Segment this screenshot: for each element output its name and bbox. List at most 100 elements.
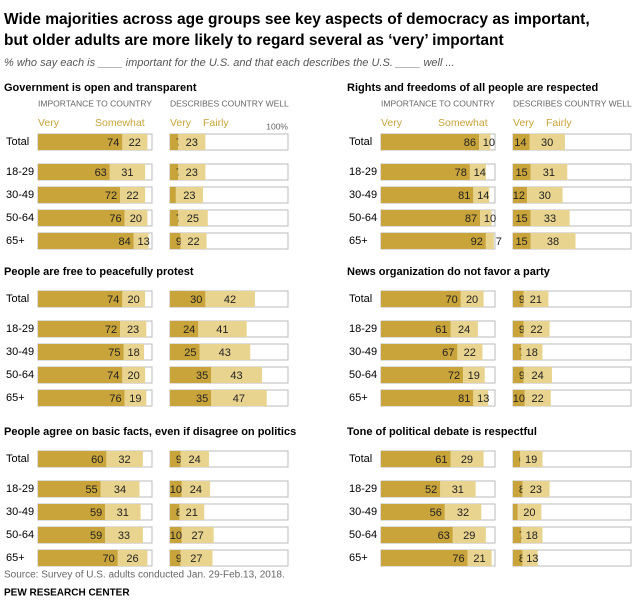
value-label: 25 [184, 347, 196, 359]
category-label: 50-64 [349, 212, 377, 224]
bar-segment [485, 233, 494, 249]
value-label: 31 [452, 484, 464, 496]
value-label: 10 [170, 484, 182, 496]
value-label: 19 [468, 370, 480, 382]
value-label: 20 [130, 213, 142, 225]
category-label: 50-64 [349, 529, 377, 541]
bar-segment [517, 504, 542, 520]
bar-segment [38, 504, 106, 520]
bar-segment [120, 321, 147, 337]
value-label: 61 [435, 454, 447, 466]
bar-segment [513, 390, 525, 406]
bar-segment [38, 210, 125, 226]
category-label: Total [6, 453, 29, 465]
value-label: 41 [216, 324, 228, 336]
value-label: 55 [85, 484, 97, 496]
value-label: 22 [532, 393, 544, 405]
value-label: 74 [107, 370, 119, 382]
value-label: 21 [473, 553, 485, 565]
value-label: 13 [138, 236, 150, 248]
value-label: 31 [121, 167, 133, 179]
value-label: 61 [435, 324, 447, 336]
panel-title: Government is open and transparent [4, 82, 197, 94]
bar-segment [513, 321, 524, 337]
bar-segment [452, 527, 486, 543]
category-label: 30-49 [6, 506, 34, 518]
value-label: 63 [95, 167, 107, 179]
bar-segment [527, 187, 563, 203]
value-label: 81 [458, 393, 470, 405]
category-label: Total [6, 136, 29, 148]
category-label: 50-64 [6, 212, 34, 224]
value-label: 9 [176, 454, 182, 466]
value-label: 31 [117, 507, 129, 519]
bar-segment [178, 134, 206, 150]
value-label: 14 [474, 167, 486, 179]
value-label: 20 [128, 294, 140, 306]
bar-segment [133, 233, 149, 249]
bar-segment [170, 321, 199, 337]
value-label: 25 [187, 213, 199, 225]
bar-segment [178, 210, 208, 226]
category-label: 30-49 [349, 189, 377, 201]
value-label: 81 [458, 190, 470, 202]
bar-segment [179, 504, 205, 520]
bar-segment [199, 344, 251, 360]
category-label: 50-64 [6, 369, 34, 381]
value-label: 59 [90, 507, 102, 519]
bar-segment [381, 344, 458, 360]
bar-segment [450, 321, 478, 337]
bar-segment [467, 550, 492, 566]
bar-segment [381, 233, 486, 249]
value-label: 29 [463, 530, 475, 542]
bar-segment [513, 187, 528, 203]
bar-segment [530, 210, 570, 226]
bar-segment [38, 164, 110, 180]
bar-segment [170, 291, 206, 307]
bar-segment [123, 344, 145, 360]
category-label: 18-29 [6, 323, 34, 335]
value-label: 24 [190, 484, 202, 496]
bar-segment [211, 367, 263, 383]
bar-segment [38, 390, 125, 406]
bar-segment [513, 210, 531, 226]
legend-label: Very [513, 117, 535, 129]
value-label: 24 [183, 324, 195, 336]
bar-segment [105, 504, 141, 520]
value-label: 43 [230, 370, 242, 382]
value-label: 12 [513, 190, 525, 202]
bar-segment [520, 451, 543, 467]
value-label: 72 [105, 324, 117, 336]
value-label: 23 [530, 484, 542, 496]
value-label: 8 [519, 553, 525, 565]
bar-segment [170, 187, 176, 203]
bar-segment [469, 164, 486, 180]
value-label: 13 [477, 393, 489, 405]
value-label: 22 [129, 137, 141, 149]
bar-segment [513, 527, 522, 543]
value-label: 24 [189, 454, 201, 466]
category-label: Total [349, 293, 372, 305]
bar-segment [38, 367, 123, 383]
bar-segment [513, 367, 524, 383]
panel-title: Rights and freedoms of all people are re… [347, 82, 598, 94]
panel-title: People agree on basic facts, even if dis… [4, 426, 296, 438]
bar-segment [521, 344, 543, 360]
bar-segment [170, 527, 182, 543]
bar-segment [513, 134, 530, 150]
bar-segment [170, 344, 200, 360]
bar-segment [105, 527, 143, 543]
category-label: 65+ [349, 235, 368, 247]
legend-label: Very [381, 117, 403, 129]
bar-segment [38, 321, 121, 337]
value-label: 87 [465, 213, 477, 225]
value-label: 76 [109, 393, 121, 405]
bar-segment [124, 210, 148, 226]
value-label: 35 [196, 393, 208, 405]
value-label: 23 [186, 137, 198, 149]
value-label: 10 [513, 393, 525, 405]
bar-segment [381, 210, 481, 226]
category-label: 30-49 [6, 189, 34, 201]
value-label: 84 [119, 236, 131, 248]
bar-segment [181, 481, 211, 497]
